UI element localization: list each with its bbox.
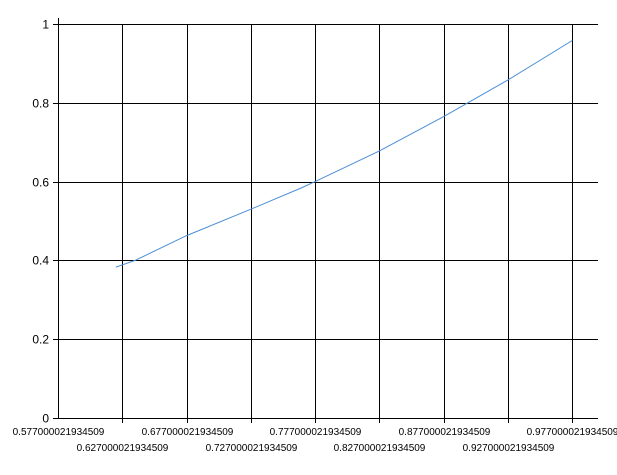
series: [115, 40, 573, 268]
y-tick-label: 0.8: [32, 97, 49, 111]
series-line: [115, 40, 573, 268]
y-tick-label: 0.4: [32, 254, 49, 268]
grid: [53, 24, 598, 423]
tick-labels: 0.577000021934509 0.627000021934509 0.6770…: [13, 18, 617, 455]
x-tick-label: 0.677000021934509: [142, 427, 234, 438]
axes: [53, 18, 598, 419]
y-tick-label: 0.2: [32, 333, 49, 347]
y-tick-label: 1: [42, 18, 49, 32]
x-tick-label: 0.827000021934509: [334, 443, 426, 454]
y-tick-label: 0.6: [32, 176, 49, 190]
x-tick-label: 0.877000021934509: [399, 427, 491, 438]
x-tick-label: 0.627000021934509: [77, 443, 169, 454]
x-tick-label: 0.977000021934509: [527, 427, 617, 438]
x-tick-label: 0.577000021934509: [13, 427, 105, 438]
y-tick-label: 0: [42, 412, 49, 426]
x-tick-label: 0.727000021934509: [206, 443, 298, 454]
x-tick-label: 0.777000021934509: [270, 427, 362, 438]
x-tick-label: 0.927000021934509: [463, 443, 555, 454]
